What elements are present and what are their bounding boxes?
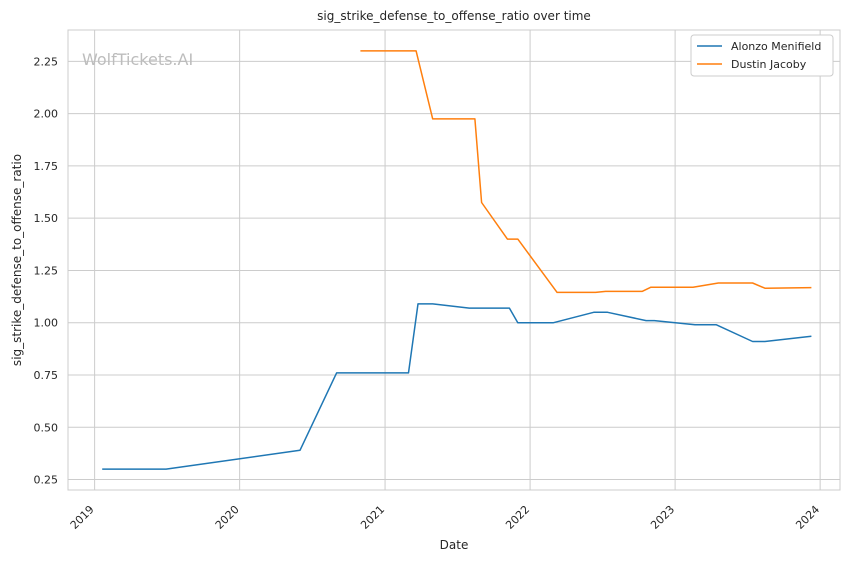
legend-label-dustin-jacoby: Dustin Jacoby [731, 58, 807, 71]
plot-frame [67, 29, 841, 491]
y-tick-label: 0.25 [34, 474, 59, 487]
x-tick-label: 2021 [358, 503, 387, 532]
y-tick-label: 2.00 [34, 108, 59, 121]
legend-label-alonzo-menifield: Alonzo Menifield [731, 40, 821, 53]
x-tick-label: 2023 [648, 503, 677, 532]
y-tick-label: 1.75 [34, 160, 59, 173]
chart-title: sig_strike_defense_to_offense_ratio over… [317, 9, 591, 23]
plot-area [68, 30, 840, 490]
x-tick-label: 2019 [68, 503, 97, 532]
legend: Alonzo Menifield Dustin Jacoby [690, 34, 834, 77]
x-axis-label: Date [440, 538, 469, 552]
y-tick-label: 1.00 [34, 317, 59, 330]
watermark: WolfTickets.AI [82, 50, 193, 69]
y-tick-label: 0.75 [34, 369, 59, 382]
series-line-dustin-jacoby [360, 50, 812, 294]
grid-layer [68, 30, 840, 490]
x-tick-label: 2022 [503, 503, 532, 532]
y-axis-label: sig_strike_defense_to_offense_ratio [10, 154, 24, 366]
series-layer [102, 50, 812, 470]
y-tick-label: 1.50 [34, 212, 59, 225]
y-tick-label: 2.25 [34, 55, 59, 68]
legend-box [690, 34, 834, 77]
x-tick-label: 2024 [793, 503, 822, 532]
y-tick-label: 1.25 [34, 264, 59, 277]
x-tick-label: 2020 [213, 503, 242, 532]
series-line-alonzo-menifield [102, 303, 812, 470]
y-tick-label: 0.50 [34, 421, 59, 434]
